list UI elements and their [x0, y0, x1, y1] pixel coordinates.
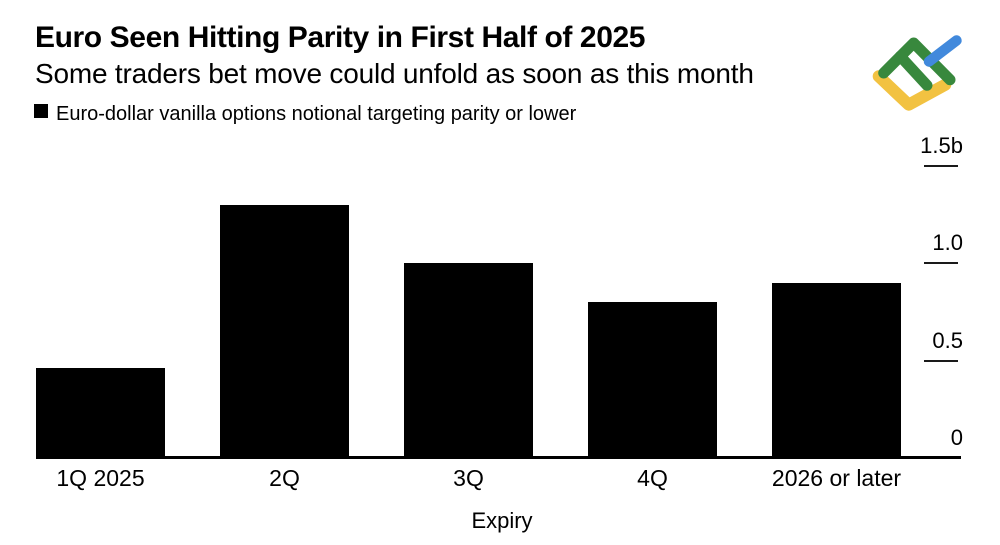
x-tick-label-2026-or-later: 2026 or later [771, 465, 902, 491]
bar-3q [404, 263, 533, 458]
y-tick-label-0: 0 [950, 425, 963, 450]
x-tick-label-4q: 4Q [637, 465, 668, 491]
y-tick-dash-1-5b [924, 164, 958, 167]
page-title: Euro Seen Hitting Parity in First Half o… [35, 21, 646, 54]
x-tick-label-2q: 2Q [269, 465, 300, 491]
y-tick-label-1-5b: 1.5b [920, 132, 963, 158]
y-tick-label-0-5: 0.5 [932, 327, 963, 353]
legend-swatch-icon [34, 104, 48, 118]
logo-blue-dash [923, 35, 962, 67]
logo-green-peak [878, 37, 956, 86]
logo-green-arm [894, 50, 933, 91]
litefinance-logo-icon [872, 35, 962, 111]
y-tick-dash-1-0 [924, 262, 958, 264]
y-tick-label-1-0: 1.0 [932, 230, 963, 255]
bar-1q-2025 [36, 368, 165, 458]
x-tick-label-3q: 3Q [453, 465, 484, 491]
legend-label: Euro-dollar vanilla options notional tar… [56, 103, 577, 125]
x-tick-label-1q-2025: 1Q 2025 [56, 465, 145, 491]
y-tick-dash-0-5 [924, 359, 958, 362]
bar-4q [588, 302, 717, 458]
x-axis-title: Expiry [471, 508, 533, 533]
logo-yellow-check [872, 70, 952, 111]
bar-2q [220, 204, 349, 458]
x-axis-line [36, 456, 961, 459]
bar-2026-or-later [772, 282, 901, 458]
page-subtitle: Some traders bet move could unfold as so… [35, 58, 754, 89]
